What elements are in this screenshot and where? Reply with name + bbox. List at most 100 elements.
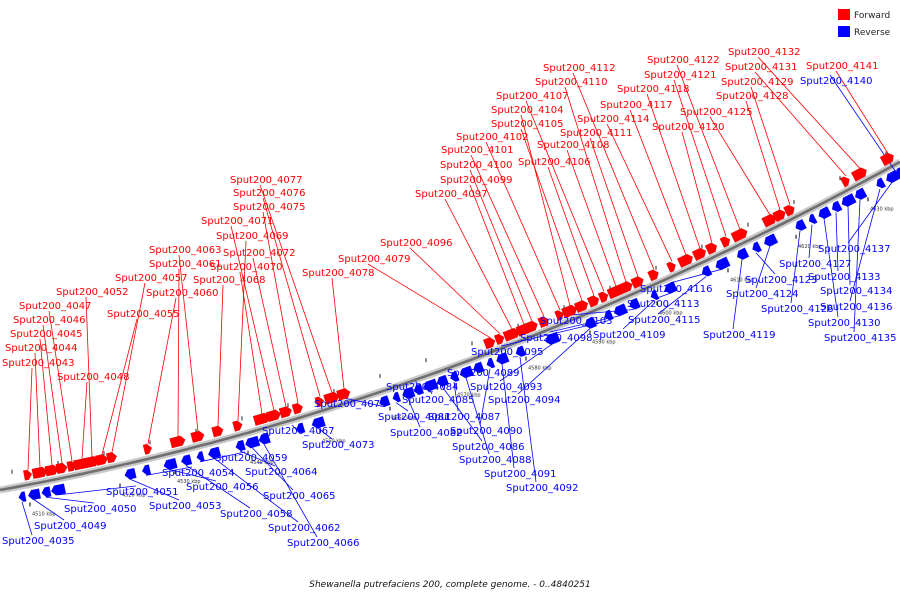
gene-reverse[interactable] <box>495 351 510 366</box>
gene-forward[interactable] <box>560 303 579 319</box>
gene-reverse[interactable] <box>180 454 193 466</box>
gene-reverse[interactable] <box>853 187 868 202</box>
reverse-gene-label[interactable]: Sput200_4119 <box>703 330 776 341</box>
gene-forward[interactable] <box>169 435 187 449</box>
gene-reverse[interactable] <box>458 365 475 380</box>
gene-reverse[interactable] <box>602 309 614 322</box>
gene-forward[interactable] <box>493 332 506 346</box>
forward-gene-label[interactable]: Sput200_4048 <box>57 372 130 383</box>
reverse-gene-label[interactable]: Sput200_4089 <box>447 368 520 379</box>
reverse-gene-label[interactable]: Sput200_4051 <box>106 487 179 498</box>
gene-reverse[interactable] <box>583 316 598 330</box>
forward-gene-label[interactable]: Sput200_4122 <box>647 55 720 66</box>
gene-forward[interactable] <box>879 151 896 167</box>
gene-forward[interactable] <box>537 315 550 329</box>
gene-forward[interactable] <box>524 319 540 334</box>
reverse-gene-label[interactable]: Sput200_4137 <box>818 244 891 255</box>
forward-gene-label[interactable]: Sput200_4071 <box>201 216 274 227</box>
forward-gene-label[interactable]: Sput200_4077 <box>230 175 303 186</box>
gene-forward[interactable] <box>323 391 340 405</box>
forward-gene-label[interactable]: Sput200_4117 <box>600 100 673 111</box>
reverse-gene-label[interactable]: Sput200_4059 <box>215 453 288 464</box>
gene-reverse[interactable] <box>435 374 450 388</box>
forward-gene-label[interactable]: Sput200_4096 <box>380 238 453 249</box>
gene-forward[interactable] <box>850 166 869 182</box>
forward-gene-label[interactable]: Sput200_4043 <box>2 358 75 369</box>
gene-forward[interactable] <box>55 462 69 475</box>
gene-forward[interactable] <box>190 430 205 444</box>
forward-gene-label[interactable]: Sput200_4060 <box>146 288 219 299</box>
gene-reverse[interactable] <box>839 192 857 208</box>
reverse-gene-label[interactable]: Sput200_4065 <box>263 491 336 502</box>
forward-gene-label[interactable]: Sput200_4112 <box>543 63 616 74</box>
gene-reverse[interactable] <box>750 241 763 254</box>
reverse-gene-label[interactable]: Sput200_4067 <box>262 426 335 437</box>
gene-reverse[interactable] <box>714 256 731 272</box>
reverse-gene-label[interactable]: Sput200_4092 <box>506 483 579 494</box>
reverse-gene-label[interactable]: Sput200_4140 <box>800 76 873 87</box>
reverse-gene-label[interactable]: Sput200_4073 <box>302 440 375 451</box>
forward-gene-label[interactable]: Sput200_4099 <box>440 175 513 186</box>
gene-forward[interactable] <box>554 309 565 322</box>
gene-forward[interactable] <box>647 268 660 282</box>
reverse-gene-label[interactable]: Sput200_4135 <box>824 333 897 344</box>
gene-forward[interactable] <box>782 203 796 217</box>
gene-forward[interactable] <box>630 275 645 290</box>
gene-forward[interactable] <box>704 241 719 256</box>
gene-reverse[interactable] <box>700 264 713 278</box>
gene-reverse[interactable] <box>612 303 629 317</box>
gene-reverse[interactable] <box>816 205 832 220</box>
gene-forward[interactable] <box>291 402 304 415</box>
forward-gene-label[interactable]: Sput200_4046 <box>13 315 86 326</box>
gene-reverse[interactable] <box>257 432 271 446</box>
gene-reverse[interactable] <box>422 378 439 393</box>
forward-gene-label[interactable]: Sput200_4131 <box>725 62 798 73</box>
forward-gene-label[interactable]: Sput200_4120 <box>652 122 725 133</box>
reverse-gene-label[interactable]: Sput200_4085 <box>402 395 475 406</box>
forward-gene-label[interactable]: Sput200_4106 <box>518 157 591 168</box>
reverse-gene-label[interactable]: Sput200_4082 <box>390 428 463 439</box>
forward-gene-label[interactable]: Sput200_4129 <box>721 77 794 88</box>
forward-gene-label[interactable]: Sput200_4072 <box>223 248 296 259</box>
reverse-gene-label[interactable]: Sput200_4094 <box>488 395 561 406</box>
reverse-gene-label[interactable]: Sput200_4064 <box>245 467 318 478</box>
reverse-gene-label[interactable]: Sput200_4035 <box>2 536 75 547</box>
reverse-gene-label[interactable]: Sput200_4054 <box>162 468 235 479</box>
reverse-gene-label[interactable]: Sput200_4124 <box>726 289 799 300</box>
reverse-gene-label[interactable]: Sput200_4087 <box>428 412 501 423</box>
gene-reverse[interactable] <box>162 457 178 471</box>
gene-reverse[interactable] <box>295 422 306 435</box>
gene-reverse[interactable] <box>649 289 660 302</box>
gene-reverse[interactable] <box>378 394 391 408</box>
gene-forward[interactable] <box>772 208 787 223</box>
reverse-gene-label[interactable]: Sput200_4136 <box>820 302 893 313</box>
gene-forward[interactable] <box>31 466 49 480</box>
gene-forward[interactable] <box>839 175 852 188</box>
forward-gene-label[interactable]: Sput200_4047 <box>19 301 92 312</box>
forward-gene-label[interactable]: Sput200_4055 <box>107 309 180 320</box>
reverse-gene-label[interactable]: Sput200_4098 <box>520 333 593 344</box>
forward-gene-label[interactable]: Sput200_4128 <box>716 91 789 102</box>
forward-gene-label[interactable]: Sput200_4114 <box>577 114 650 125</box>
gene-reverse[interactable] <box>195 450 205 462</box>
forward-gene-label[interactable]: Sput200_4061 <box>149 259 222 270</box>
gene-forward[interactable] <box>105 451 118 464</box>
gene-forward[interactable] <box>665 260 677 274</box>
gene-forward[interactable] <box>44 464 60 477</box>
gene-forward[interactable] <box>573 299 590 314</box>
forward-gene-label[interactable]: Sput200_4075 <box>233 202 306 213</box>
gene-forward[interactable] <box>278 405 293 419</box>
forward-gene-label[interactable]: Sput200_4068 <box>193 275 266 286</box>
forward-gene-label[interactable]: Sput200_4105 <box>491 119 564 130</box>
gene-reverse[interactable] <box>412 383 425 396</box>
gene-forward[interactable] <box>719 235 732 249</box>
forward-gene-label[interactable]: Sput200_4121 <box>644 70 717 81</box>
reverse-gene-label[interactable]: Sput200_4091 <box>484 469 557 480</box>
gene-reverse[interactable] <box>793 218 808 232</box>
gene-forward[interactable] <box>761 212 779 228</box>
forward-gene-label[interactable]: Sput200_4108 <box>537 140 610 151</box>
reverse-gene-label[interactable]: Sput200_4049 <box>34 521 107 532</box>
gene-reverse[interactable] <box>762 233 779 248</box>
reverse-gene-label[interactable]: Sput200_4133 <box>808 272 881 283</box>
gene-forward[interactable] <box>586 294 601 308</box>
